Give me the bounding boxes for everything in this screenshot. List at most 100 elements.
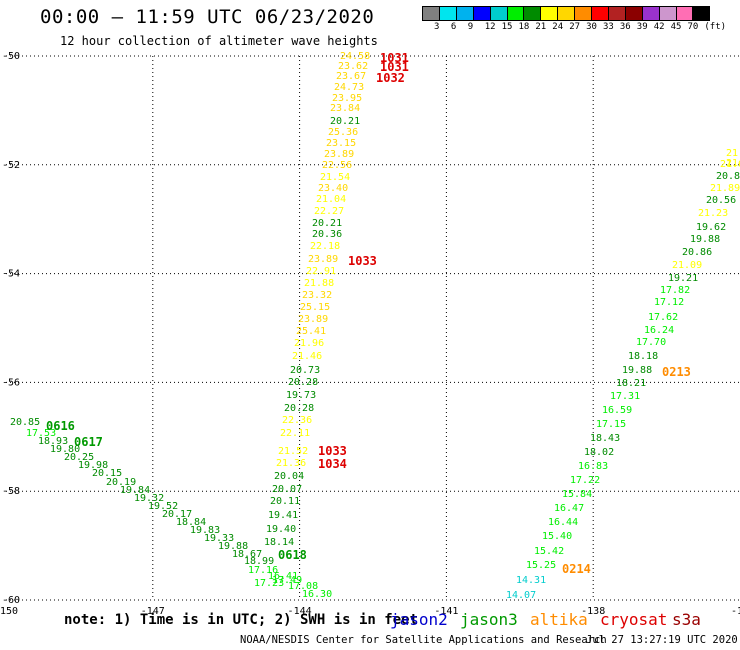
color-scale-label: 27	[569, 22, 581, 32]
wave-height-label: 19.40	[266, 524, 296, 535]
color-scale-label: 6	[450, 22, 457, 32]
wave-height-label: 16.83	[578, 461, 608, 472]
wave-height-label: 25.36	[328, 127, 358, 138]
y-tick-label: -56	[2, 377, 20, 388]
wave-height-label: 19.73	[286, 390, 316, 401]
wave-height-label: 19.41	[268, 510, 298, 521]
legend-entry-jason3: jason3	[460, 610, 518, 629]
legend-entry-altika: altika	[530, 610, 588, 629]
wave-height-label: 25.15	[300, 302, 330, 313]
pass-time-tag: 0214	[562, 562, 591, 576]
wave-height-label: 20.04	[274, 471, 304, 482]
wave-height-label: 24.73	[334, 82, 364, 93]
wave-height-label: 16.47	[554, 503, 584, 514]
wave-height-label: 19.88	[218, 541, 248, 552]
legend-entry-s3a: s3a	[672, 610, 701, 629]
pass-time-tag: 0617	[74, 435, 103, 449]
color-scale-label: 15	[501, 22, 513, 32]
wave-height-label: 19.33	[204, 533, 234, 544]
wave-height-label: 14.31	[516, 575, 546, 586]
legend-entry-cryosat: cryosat	[600, 610, 668, 629]
wave-height-label: 20.11	[270, 496, 300, 507]
wave-height-label: 22.27	[314, 206, 344, 217]
wave-height-label: 17.16	[248, 565, 278, 576]
wave-height-label: 19.84	[120, 485, 150, 496]
wave-height-label: 17.08	[288, 581, 318, 592]
wave-height-label: 20.28	[284, 403, 314, 414]
wave-height-label: 15.40	[542, 531, 572, 542]
wave-height-label: 23.89	[308, 254, 338, 265]
wave-height-label: 23.67	[336, 71, 366, 82]
wave-height-label: 19.62	[696, 222, 726, 233]
wave-height-label: 20.19	[106, 477, 136, 488]
color-scale-label: 45	[670, 22, 682, 32]
wave-height-label: 21.46	[292, 351, 322, 362]
color-scale-label: 18	[518, 22, 530, 32]
wave-height-label: 23.32	[302, 290, 332, 301]
legend-entry-jason2: jason2	[390, 610, 448, 629]
color-scale-label: 42	[653, 22, 665, 32]
y-tick-label: -60	[2, 595, 20, 606]
wave-height-label: 20.73	[290, 365, 320, 376]
wave-height-label: 20.28	[288, 377, 318, 388]
pass-time-tag: 1031	[380, 51, 409, 65]
pass-time-tag: 0616	[46, 419, 75, 433]
color-scale-label: 12	[484, 22, 496, 32]
wave-height-label: 17.70	[636, 337, 666, 348]
wave-height-label: 20.8	[716, 171, 740, 182]
wave-height-label: 17.12	[654, 297, 684, 308]
pass-time-tag: 1033	[348, 254, 377, 268]
y-tick-label: -54	[2, 269, 20, 280]
wave-height-label: 17.23	[254, 578, 284, 589]
wave-height-label: 23.15	[326, 138, 356, 149]
wave-height-label: 19.83	[190, 525, 220, 536]
wave-height-label: 23.62	[338, 61, 368, 72]
chart-title: 00:00 – 11:59 UTC 06/23/2020	[40, 6, 375, 28]
wave-height-label: 23.40	[318, 183, 348, 194]
x-tick-label: -147	[141, 606, 165, 617]
color-scale-swatch	[692, 6, 711, 21]
y-tick-label: -50	[2, 51, 20, 62]
color-scale-label: 30	[586, 22, 597, 32]
x-tick-label: -144	[288, 606, 312, 617]
wave-height-label: 18.99	[244, 556, 274, 567]
wave-height-label: 19.52	[148, 501, 178, 512]
y-tick-label: -52	[2, 160, 20, 171]
wave-height-label: 14.07	[506, 590, 536, 601]
units-note: note: 1) Time is in UTC; 2) SWH is in fe…	[64, 612, 419, 628]
wave-height-label: 25.41	[296, 326, 326, 337]
color-scale-label: 36	[619, 22, 631, 32]
wave-height-label: 22.18	[310, 241, 340, 252]
wave-height-label: 22.11	[280, 428, 310, 439]
wave-height-label: 22.56	[322, 160, 352, 171]
wave-height-label: 16.30	[302, 589, 332, 600]
wave-height-label: 17.15	[596, 419, 626, 430]
wave-height-label: 20.21	[330, 116, 360, 127]
wave-height-label: 17.22	[570, 475, 600, 486]
wave-height-label: 21.36	[276, 458, 306, 469]
wave-height-label: 20.36	[312, 229, 342, 240]
wave-height-label: 22.91	[306, 266, 336, 277]
wave-height-label: 15.42	[534, 546, 564, 557]
credit-line: NOAA/NESDIS Center for Satellite Applica…	[240, 634, 607, 646]
wave-height-label: 18.93	[38, 436, 68, 447]
wave-height-label: 19.21	[668, 273, 698, 284]
wave-height-label: 20.15	[92, 468, 122, 479]
pass-time-tag: 1032	[376, 71, 405, 85]
x-tick-label: -141	[434, 606, 458, 617]
color-scale-label: 21	[535, 22, 547, 32]
color-scale-label: 24	[552, 22, 564, 32]
wave-height-label: 21.04	[316, 194, 346, 205]
pass-time-tag: 1034	[318, 457, 347, 471]
wave-height-label: 21.89	[710, 183, 740, 194]
wave-height-label: 21.54	[320, 172, 350, 183]
color-scale-label: 70	[687, 22, 699, 32]
generation-timestamp: Jul 27 13:27:19 UTC 2020	[586, 634, 738, 646]
wave-height-label: 20.85	[10, 417, 40, 428]
wave-height-label: 18.02	[584, 447, 614, 458]
wave-height-label: 21.52	[278, 446, 308, 457]
wave-height-label: 18.84	[176, 517, 206, 528]
color-scale-label: 3	[434, 22, 440, 32]
wave-height-label: 17.49	[272, 575, 302, 586]
wave-height-label: 16.41	[268, 571, 298, 582]
